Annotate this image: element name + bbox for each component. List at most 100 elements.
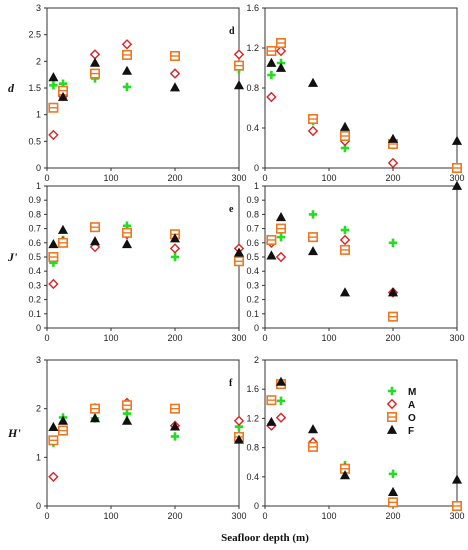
y-axis-label: J'	[7, 250, 18, 264]
data-point	[48, 252, 59, 263]
y-tick-label: 0.8	[246, 83, 259, 93]
x-tick-label: 0	[262, 511, 267, 521]
data-point	[233, 80, 245, 90]
x-tick-label: 100	[103, 173, 118, 183]
x-tick-label: 200	[385, 333, 400, 343]
panel-5: 0 1 2 3 0 100 200 300 H'	[7, 355, 247, 521]
y-tick-label: 0.5	[246, 252, 259, 262]
data-point	[388, 238, 398, 247]
data-point	[49, 81, 58, 90]
y-tick-label: 2	[36, 404, 41, 414]
data-point	[266, 416, 277, 426]
data-point	[48, 421, 59, 432]
series-A	[266, 45, 463, 174]
data-point	[339, 131, 350, 142]
data-point	[169, 68, 181, 79]
plot-frame	[46, 185, 240, 329]
x-tick-label: 300	[231, 511, 246, 521]
y-tick-label: 0.7	[246, 224, 259, 234]
data-point	[451, 135, 463, 145]
data-point	[451, 474, 463, 484]
y-tick-label: 0.2	[246, 295, 259, 305]
plot-frame	[264, 359, 458, 507]
y-tick-label: 0.1	[246, 309, 259, 319]
x-tick-label: 0	[44, 173, 49, 183]
data-point	[122, 82, 132, 92]
series-F	[48, 224, 245, 257]
data-point	[451, 180, 463, 190]
data-point	[121, 415, 133, 425]
data-point	[169, 233, 181, 243]
data-point	[275, 62, 287, 72]
y-tick-label: 1	[36, 110, 41, 120]
data-point	[308, 210, 318, 219]
y-tick-label: 1	[254, 181, 259, 191]
y-tick-label: 0	[254, 323, 259, 333]
data-point	[388, 469, 398, 479]
data-point	[387, 497, 398, 508]
legend-label: M	[408, 387, 416, 398]
data-point	[339, 470, 351, 480]
y-tick-label: 0.7	[28, 224, 41, 234]
data-point	[169, 243, 181, 254]
data-point	[387, 133, 399, 143]
y-tick-label: 0.2	[28, 295, 41, 305]
data-point	[266, 250, 277, 260]
y-tick-label: 0.8	[28, 209, 41, 219]
series-A	[266, 231, 399, 298]
data-point	[170, 50, 181, 61]
y-tick-label: 0.6	[28, 238, 41, 248]
legend-marker	[386, 424, 398, 434]
x-tick-label: 300	[449, 511, 464, 521]
series-O	[266, 379, 462, 511]
series-M	[49, 65, 244, 92]
x-tick-label: 200	[167, 511, 182, 521]
data-point	[233, 434, 245, 444]
plot-frame	[46, 7, 240, 169]
series-M	[267, 58, 462, 173]
data-point	[266, 395, 277, 406]
data-point	[48, 102, 59, 113]
data-point	[57, 224, 69, 234]
data-point	[234, 60, 245, 71]
y-tick-label: 0.4	[246, 123, 259, 133]
y-tick-label: 0.4	[246, 266, 259, 276]
x-tick-label: 100	[321, 173, 336, 183]
series-M	[49, 221, 244, 267]
data-point	[275, 45, 287, 57]
y-tick-label: 1	[36, 452, 41, 462]
series-F	[266, 57, 463, 145]
legend-marker	[386, 411, 397, 422]
legend-label: F	[408, 426, 414, 437]
y-tick-label: 0.8	[246, 443, 259, 453]
data-point	[275, 251, 287, 263]
panel-letter: e	[229, 204, 234, 215]
series-A	[48, 397, 245, 482]
data-point	[451, 500, 462, 511]
series-F	[48, 57, 245, 101]
data-point	[275, 212, 287, 222]
panel-2: 0 0.4 0.8 1.2 1.6 0 100 200 300 d	[229, 3, 465, 183]
data-point	[276, 396, 286, 406]
y-tick-label: 0	[36, 163, 41, 173]
y-tick-label: 0.5	[28, 136, 41, 146]
y-tick-label: 1.2	[246, 413, 259, 423]
x-tick-label: 0	[44, 511, 49, 521]
data-point	[340, 225, 350, 235]
x-tick-label: 200	[167, 173, 182, 183]
y-tick-label: 1.6	[246, 3, 259, 13]
data-point	[169, 82, 181, 92]
series-A	[266, 412, 463, 512]
x-tick-label: 200	[385, 173, 400, 183]
series-A	[48, 229, 245, 290]
panel-3: 0 0.1 0.2 0.3 0.4 0.5 0.6 0.7 0.8 0.9 1 0 100 200 300 J…	[7, 181, 247, 343]
data-point	[48, 72, 59, 82]
panel-letter: f	[229, 378, 233, 389]
data-point	[233, 49, 245, 60]
x-tick-label: 300	[231, 333, 246, 343]
data-point	[307, 424, 319, 434]
data-point	[266, 234, 277, 245]
series-F	[266, 376, 463, 496]
y-tick-label: 0.4	[28, 266, 41, 276]
y-tick-label: 3	[36, 3, 41, 13]
